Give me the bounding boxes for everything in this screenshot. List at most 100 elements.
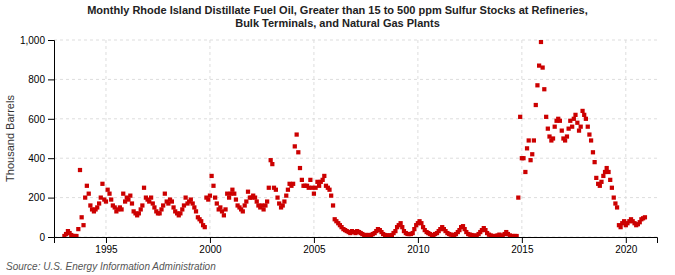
point [317,184,321,188]
point [527,138,531,142]
point [152,205,156,209]
point [121,192,125,196]
point [530,152,534,156]
point [400,225,404,229]
point [203,225,207,229]
point [544,115,548,119]
point [270,162,274,166]
tick-mark [48,198,54,199]
point [525,146,529,150]
point [253,195,257,199]
point [87,192,91,196]
axis-line [55,238,658,244]
tick-mark [210,237,211,243]
tick-label: 2000 [199,244,222,255]
grid-line-x [313,40,314,237]
point [209,174,213,178]
point [295,132,299,136]
grid-line-x [417,40,418,237]
point [399,221,403,225]
point [263,203,267,207]
point [130,201,134,205]
point [126,197,130,201]
point [149,195,153,199]
source-note: Source: U.S. Energy Information Administ… [6,261,216,272]
point [321,178,325,182]
tick: 400 [28,153,54,164]
point [322,174,326,178]
point [213,195,217,199]
point [560,128,564,132]
point [598,184,602,188]
point [541,65,545,69]
point [161,203,165,207]
point [76,227,80,231]
point [615,205,619,209]
point [563,138,567,142]
point [515,234,519,237]
point [393,229,397,233]
tick: 1,000 [20,35,54,46]
point [100,182,104,186]
point [553,125,557,129]
point [546,127,550,131]
point [192,205,196,209]
point [80,215,84,219]
y-axis: 02004006008001,000 [20,35,55,243]
point [83,195,87,199]
point [584,117,588,121]
point [286,188,290,192]
point [587,132,591,136]
point [518,115,522,119]
point [296,150,300,154]
plot: 19952000200520102015202002004006008001,0… [20,35,658,255]
point [85,184,89,188]
point [327,188,331,192]
tick-mark [106,237,107,243]
point [223,207,227,211]
point [594,176,598,180]
point [532,138,536,142]
y-axis-label: Thousand Barrels [4,95,16,182]
point [572,117,576,121]
point [269,158,273,162]
tick-mark [522,237,523,243]
point [261,207,265,211]
point [208,194,212,198]
chart: 19952000200520102015202002004006008001,0… [0,0,675,275]
point [163,192,167,196]
point [142,186,146,190]
point [516,195,520,199]
tick: 600 [28,114,54,125]
point [608,178,612,182]
tick-mark [48,158,54,159]
point [137,211,141,215]
point [542,87,546,91]
point [575,121,579,125]
point [643,215,647,219]
point [539,40,543,44]
point [534,103,538,107]
point [308,178,312,182]
tick-mark [48,40,54,41]
point [580,109,584,113]
point [255,199,259,203]
point [535,83,539,87]
point [170,199,174,203]
tick-label: 2005 [303,244,326,255]
point [267,186,271,190]
grid-line-y [54,158,657,159]
point [128,194,132,198]
point [246,190,250,194]
point [109,197,113,201]
point [275,195,279,199]
tick: 800 [28,74,54,85]
tick: 200 [28,192,54,203]
title-line: Monthly Rhode Island Distillate Fuel Oil… [87,4,588,16]
point [592,160,596,164]
point [300,178,304,182]
tick-mark [48,79,54,80]
point [573,113,577,117]
point [612,195,616,199]
point [411,231,415,235]
